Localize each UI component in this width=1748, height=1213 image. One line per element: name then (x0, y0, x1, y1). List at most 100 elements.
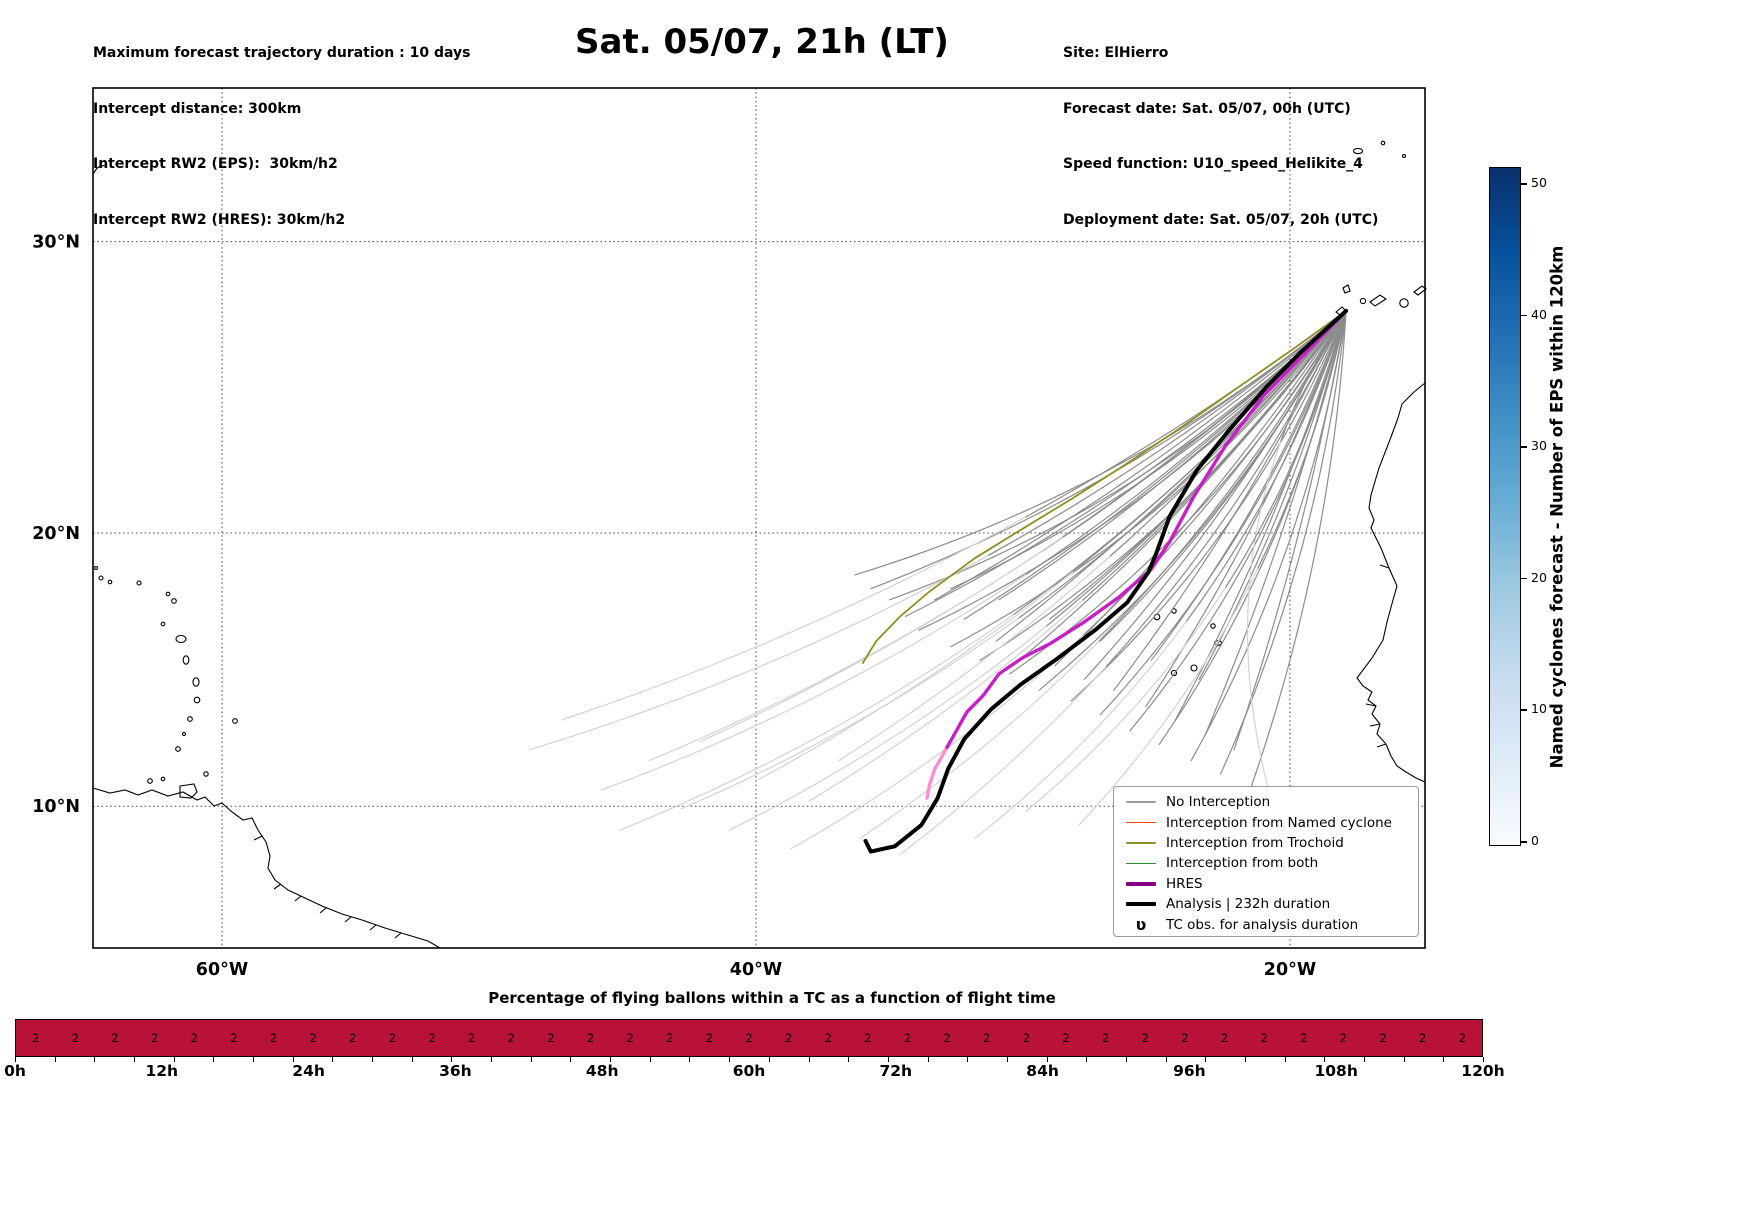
island (165, 591, 171, 597)
legend-line-sample (1124, 821, 1158, 824)
tc-percentage-cell: 2 (626, 1031, 634, 1045)
tc-percentage-cell: 2 (151, 1031, 159, 1045)
tc-percentage-cell: 2 (705, 1031, 714, 1045)
tc-percentage-cell: 2 (309, 1031, 317, 1045)
tc-percentage-cell: 2 (864, 1031, 872, 1045)
island-gran-canaria (1399, 298, 1409, 308)
trochoid-interception-trajectory (861, 310, 1347, 664)
tc-percentage-cell: 2 (1379, 1031, 1387, 1045)
tc-percentage-cell: 2 (1300, 1031, 1308, 1045)
tc-percentage-cell: 2 (586, 1031, 595, 1045)
eps-trajectory-light (600, 555, 1054, 791)
eps-trajectory (888, 310, 1347, 601)
legend-item: Interception from both (1124, 853, 1418, 873)
eps-trajectory (963, 310, 1347, 620)
island (232, 718, 238, 724)
tc-percentage-cell: 2 (1181, 1031, 1189, 1045)
lat-tick-label: 10°N (32, 797, 80, 817)
eps-trajectory (950, 310, 1347, 648)
param-line: Forecast date: Sat. 05/07, 00h (UTC) (1063, 100, 1351, 117)
lon-tick-label: 60°W (196, 960, 248, 980)
tc-percentage-cell: 2 (745, 1031, 753, 1045)
island-cape-verde (1190, 664, 1198, 672)
tc-percentage-cell: 2 (468, 1031, 476, 1045)
param-line: Site: ElHierro (1063, 45, 1169, 61)
bottom-strip-title: Percentage of flying ballons within a TC… (488, 989, 1056, 1007)
legend-line-sample (1126, 801, 1156, 803)
tc-percentage-cell: 2 (666, 1031, 674, 1045)
island-la-gomera (1359, 297, 1367, 305)
tc-percentage-cell: 2 (1022, 1031, 1031, 1045)
legend-label: Interception from Trochoid (1166, 834, 1344, 851)
param-line: Intercept RW2 (EPS): 30km/h2 (93, 156, 338, 172)
island (175, 746, 181, 752)
island (175, 634, 187, 644)
legend-item: HRES (1124, 874, 1418, 894)
island-cape-verde (1210, 623, 1216, 629)
island (187, 716, 193, 722)
param-line: Intercept distance: 300km (93, 100, 302, 117)
tc-percentage-cell: 2 (903, 1031, 912, 1045)
tc-percentage-cell: 2 (1141, 1031, 1149, 1045)
tc-percentage-cell: 2 (388, 1031, 397, 1045)
island (160, 621, 166, 627)
tc-percentage-cell: 2 (269, 1031, 278, 1045)
eps-trajectory-light (619, 594, 1041, 831)
legend-label: Interception from both (1166, 855, 1319, 872)
tc-percentage-cell: 2 (1419, 1031, 1427, 1045)
tc-percentage-cell: 2 (1260, 1031, 1268, 1045)
island (98, 575, 104, 581)
eps-trajectory (1204, 310, 1347, 737)
eps-trajectory (1186, 310, 1347, 622)
header-left-params: Maximum forecast trajectory duration : 1… (93, 7, 470, 266)
eps-trajectory-light (1025, 568, 1238, 813)
eps-trajectory-light (528, 538, 1018, 751)
tc-percentage-cell: 2 (1458, 1031, 1466, 1045)
legend-line-sample (1126, 821, 1156, 824)
tc-percentage-cell: 2 (190, 1031, 198, 1045)
coastlines (92, 140, 1427, 949)
param-line: Speed function: U10_speed_Helikite_4 (1063, 156, 1363, 172)
island-lanzarote (1413, 285, 1427, 296)
param-line: Intercept RW2 (HRES): 30km/h2 (93, 211, 346, 228)
legend-line-sample (1126, 902, 1156, 906)
eps-trajectory-light (808, 582, 1103, 802)
legend-item: No Interception (1124, 792, 1418, 812)
legend-item: ʋ TC obs. for analysis duration (1124, 914, 1418, 934)
eps-trajectory-light (758, 554, 1095, 780)
island (193, 696, 201, 704)
eps-trajectory-light (974, 601, 1201, 839)
island-madeira (1352, 147, 1364, 155)
eps-trajectory-light (899, 647, 1124, 855)
eps-trajectory-light (1078, 548, 1268, 826)
tc-percentage-cell: 2 (507, 1031, 515, 1045)
eps-trajectory (1249, 310, 1347, 791)
eps-trajectory (1099, 310, 1347, 642)
tc-percentage-cell: 2 (32, 1031, 40, 1045)
hres-trajectory-tail (925, 748, 948, 800)
legend-item: Interception from Trochoid (1124, 833, 1418, 853)
island-bermuda (93, 165, 107, 174)
tc-percentage-cell: 2 (1062, 1031, 1070, 1045)
tc-percentage-cell: 2 (943, 1031, 951, 1045)
tc-percentage-cell: 2 (111, 1031, 119, 1045)
colorbar-label: Named cyclones forecast - Number of EPS … (1547, 245, 1567, 769)
colorbar (1489, 167, 1521, 846)
tc-percentage-cell: 2 (230, 1031, 238, 1045)
lat-tick-label: 30°N (32, 233, 80, 253)
lon-tick-label: 20°W (1264, 960, 1316, 980)
coastline-africa (1356, 382, 1426, 783)
eps-trajectory-light (859, 621, 1118, 839)
legend-line-sample (1124, 801, 1158, 803)
tc-percentage-cell: 2 (785, 1031, 793, 1045)
tc-percentage-cell: 2 (428, 1031, 436, 1045)
eps-trajectory-light (699, 520, 1087, 743)
eps-trajectory (1257, 310, 1347, 569)
island (203, 771, 209, 777)
eps-trajectory (1105, 310, 1347, 667)
legend-line-sample (1126, 882, 1156, 886)
legend-item: Analysis | 232h duration (1124, 894, 1418, 914)
legend: No Interception Interception from Named c… (1113, 786, 1419, 937)
